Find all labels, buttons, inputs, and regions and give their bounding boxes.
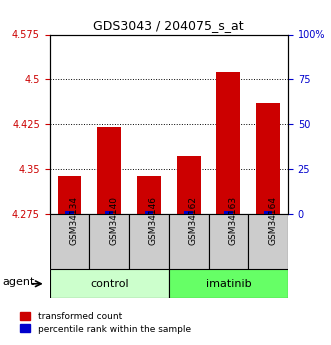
Bar [97, 127, 121, 214]
Text: GSM34146: GSM34146 [149, 196, 158, 245]
FancyBboxPatch shape [129, 214, 169, 269]
Bar [256, 103, 280, 214]
Title: GDS3043 / 204075_s_at: GDS3043 / 204075_s_at [93, 19, 244, 32]
Bar [216, 71, 240, 214]
Text: GSM34164: GSM34164 [268, 196, 277, 245]
FancyBboxPatch shape [50, 214, 89, 269]
FancyBboxPatch shape [89, 214, 129, 269]
Bar [224, 211, 233, 214]
Text: GSM34163: GSM34163 [228, 196, 237, 245]
Bar [137, 176, 161, 214]
Bar [177, 156, 201, 214]
FancyBboxPatch shape [169, 269, 288, 298]
FancyBboxPatch shape [169, 214, 209, 269]
Text: agent: agent [3, 277, 35, 287]
Bar [105, 211, 114, 214]
Text: GSM34140: GSM34140 [109, 196, 118, 245]
Bar [65, 211, 74, 214]
Text: imatinib: imatinib [206, 279, 251, 289]
Bar [145, 211, 153, 214]
Text: GSM34134: GSM34134 [70, 196, 78, 245]
Text: GSM34162: GSM34162 [189, 196, 198, 245]
Legend: transformed count, percentile rank within the sample: transformed count, percentile rank withi… [18, 310, 193, 335]
Bar [264, 211, 272, 214]
FancyBboxPatch shape [50, 269, 169, 298]
FancyBboxPatch shape [248, 214, 288, 269]
Bar [184, 211, 193, 214]
Text: control: control [90, 279, 128, 289]
Bar [58, 176, 81, 214]
FancyBboxPatch shape [209, 214, 248, 269]
